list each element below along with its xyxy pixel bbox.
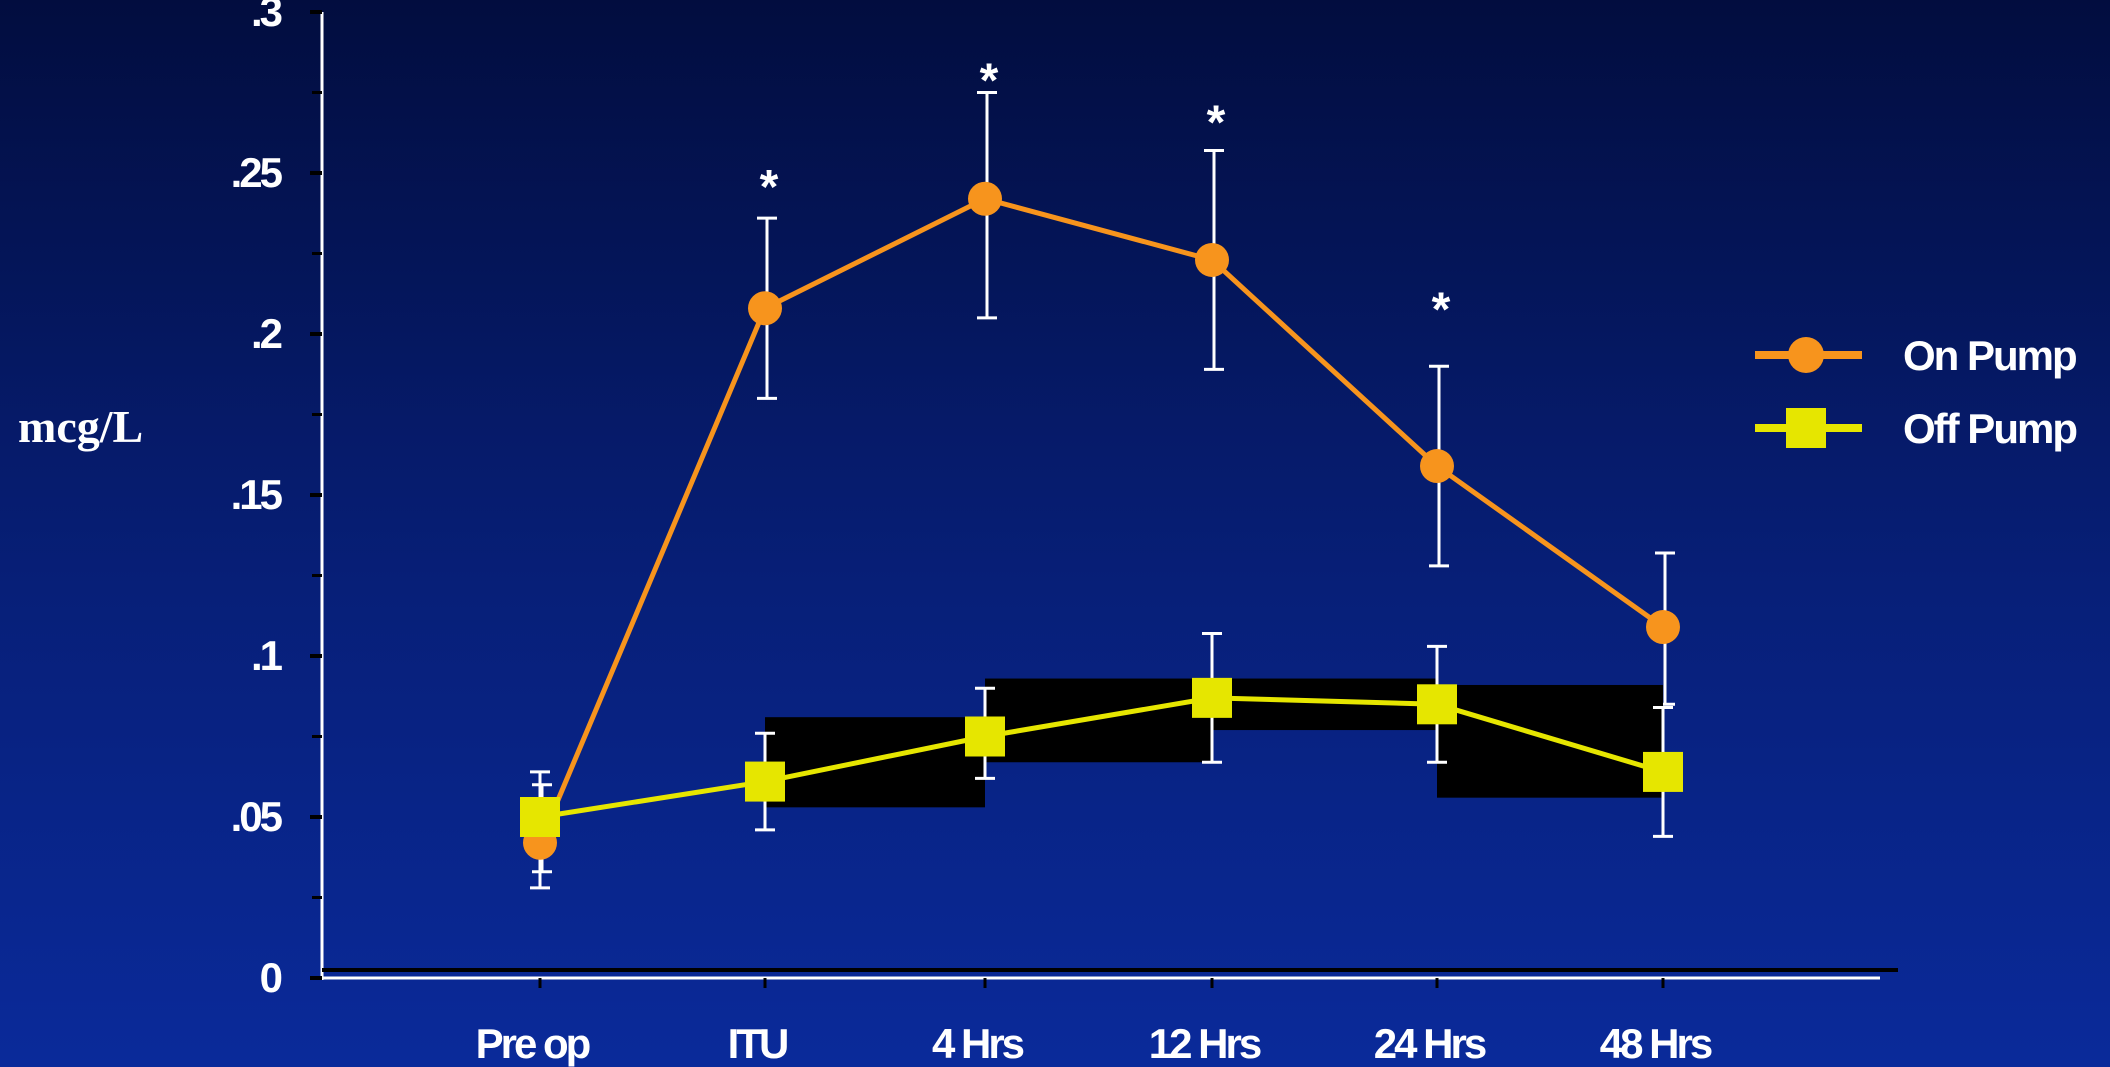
series-line: [539, 695, 1664, 820]
axes: 0 .05 .1 .15 .2 .25 .3 Pre op ITU 4 Hrs 12 Hrs 24 H…: [18, 0, 1898, 1067]
x-tick-label: 48 Hrs: [1600, 1020, 1712, 1067]
y-tick-label: .1: [251, 632, 283, 679]
legend-label: On Pump: [1903, 332, 2076, 379]
legend-swatch-circle: [1788, 337, 1824, 373]
x-tick-label: 12 Hrs: [1149, 1020, 1261, 1067]
data-point-square: [1643, 751, 1683, 792]
y-tick-label: 0: [260, 954, 282, 1001]
data-point-circle: [1195, 242, 1229, 277]
data-point-circle: [1646, 610, 1680, 645]
y-tick-label: .15: [231, 471, 283, 518]
data-point-circle: [968, 181, 1002, 216]
data-point-square: [965, 716, 1005, 757]
y-axis-label: mcg/L: [18, 401, 143, 452]
series-lines: [537, 196, 1665, 844]
error-shade-band: [985, 678, 1212, 763]
legend-swatch-square: [1786, 408, 1826, 448]
y-tick-label: .25: [231, 149, 283, 196]
significance-asterisk: *: [1207, 97, 1226, 150]
data-point-circle: [1420, 449, 1454, 484]
x-tick-label: 24 Hrs: [1374, 1020, 1486, 1067]
significance-asterisk: *: [760, 161, 779, 214]
significance-asterisk: *: [1432, 283, 1451, 336]
x-tick-label: 4 Hrs: [932, 1020, 1024, 1067]
error-shade-band: [765, 717, 985, 808]
data-point-square: [520, 797, 560, 837]
data-point-square: [1192, 677, 1232, 718]
series-markers: [520, 181, 1683, 860]
y-tick-label: .05: [231, 793, 283, 840]
significance-annotations: * * * *: [760, 55, 1451, 337]
legend-label: Off Pump: [1903, 405, 2076, 452]
error-bars: [530, 91, 1675, 890]
significance-asterisk: *: [980, 55, 999, 108]
x-tick-label: Pre op: [476, 1020, 590, 1067]
data-point-square: [1417, 684, 1457, 725]
data-point-circle: [748, 291, 782, 326]
x-tick-label: ITU: [728, 1020, 787, 1067]
series-line: [537, 196, 1665, 844]
legend: On Pump Off Pump: [1755, 332, 2078, 452]
y-tick-label: .2: [251, 310, 282, 357]
data-point-square: [745, 761, 785, 802]
error-shade-band: [1437, 684, 1663, 798]
y-tick-label: .3: [251, 0, 282, 35]
